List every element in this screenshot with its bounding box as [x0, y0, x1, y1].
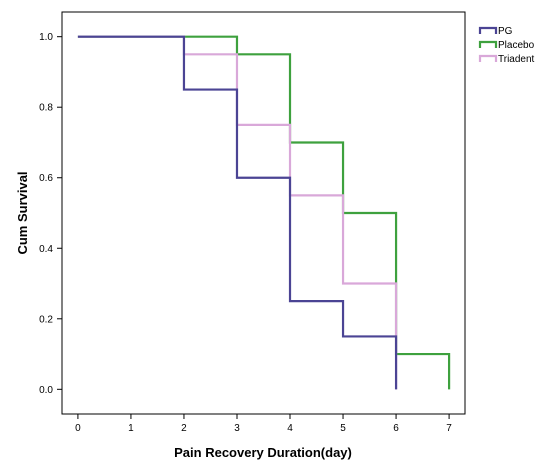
legend-swatch-placebo [478, 40, 498, 48]
series-line-pg [77, 35, 398, 390]
x-tick-label: 3 [234, 423, 240, 434]
y-axis-ticks: 0.0 0.2 0.4 0.6 0.8 1.0 [39, 32, 62, 396]
y-axis-title: Cum Survival [15, 171, 30, 254]
legend-label-triadent: Triadent [498, 54, 535, 65]
x-tick-label: 6 [393, 423, 399, 434]
y-tick-label: 0.6 [39, 173, 53, 184]
legend-swatch-triadent [478, 54, 498, 62]
x-tick-label: 7 [446, 423, 452, 434]
y-tick-label: 1.0 [39, 32, 53, 43]
legend-swatch-pg [478, 26, 498, 34]
y-tick-label: 0.2 [39, 314, 53, 325]
legend-label-pg: PG [498, 26, 513, 37]
plot-frame [61, 11, 466, 415]
x-axis-ticks: 0 1 2 3 4 5 6 7 [75, 414, 452, 434]
series-layer [77, 35, 451, 390]
y-tick-label: 0.8 [39, 103, 53, 114]
x-tick-label: 4 [287, 423, 293, 434]
x-tick-label: 0 [75, 423, 81, 434]
y-tick-label: 0.4 [39, 244, 53, 255]
x-tick-label: 1 [128, 423, 134, 434]
series-line-placebo [77, 35, 451, 390]
y-tick-label: 0.0 [39, 385, 53, 396]
x-tick-label: 2 [181, 423, 187, 434]
legend-label-placebo: Placebo [498, 40, 535, 51]
legend: PG Placebo Triadent [478, 26, 535, 65]
x-tick-label: 5 [340, 423, 346, 434]
x-axis-title: Pain Recovery Duration(day) [174, 445, 352, 460]
